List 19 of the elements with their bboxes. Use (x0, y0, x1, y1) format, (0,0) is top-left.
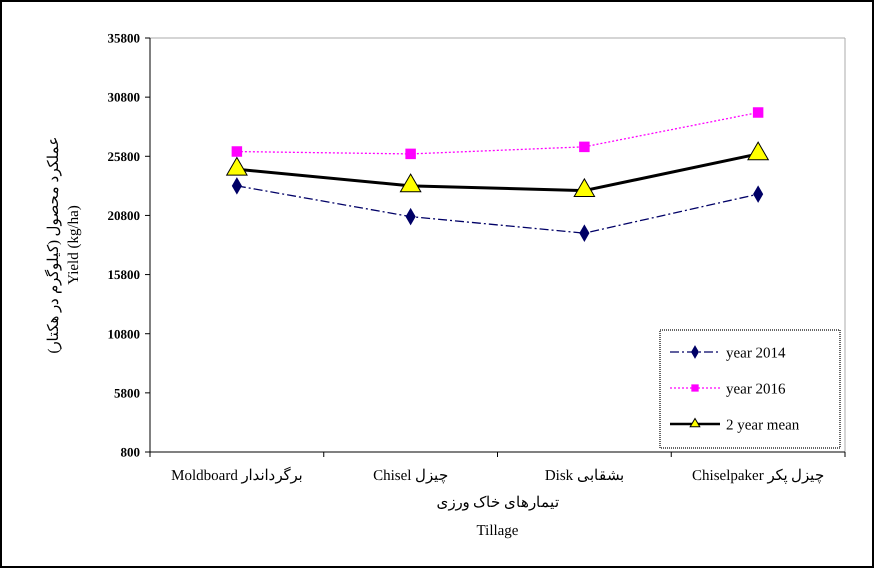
x-tick-label: Chiselpaker چیزل پکر (692, 468, 824, 484)
x-tick-label: Disk بشقابی (544, 468, 624, 484)
point (232, 146, 242, 157)
point (752, 107, 764, 118)
x-tick-label: Moldboard برگرداندار (171, 466, 303, 484)
point (405, 148, 416, 160)
legend-label: year 2016 (726, 381, 786, 398)
y-tick-label: 25800 (108, 148, 140, 164)
y-tick-label: 800 (120, 444, 140, 460)
point (579, 142, 590, 152)
y-tick-label: 15800 (108, 267, 140, 282)
y-tick-label: 20800 (108, 208, 140, 223)
y-tick-label: 35800 (108, 30, 140, 46)
y-tick-label: 30800 (108, 90, 140, 105)
y-tick-label: 5800 (114, 385, 140, 400)
y-tick-label: 10800 (108, 326, 140, 342)
x-tick-label: Chisel چیزل (373, 468, 448, 484)
legend-label: 2 year mean (726, 417, 800, 434)
legend-label: year 2014 (726, 345, 786, 362)
